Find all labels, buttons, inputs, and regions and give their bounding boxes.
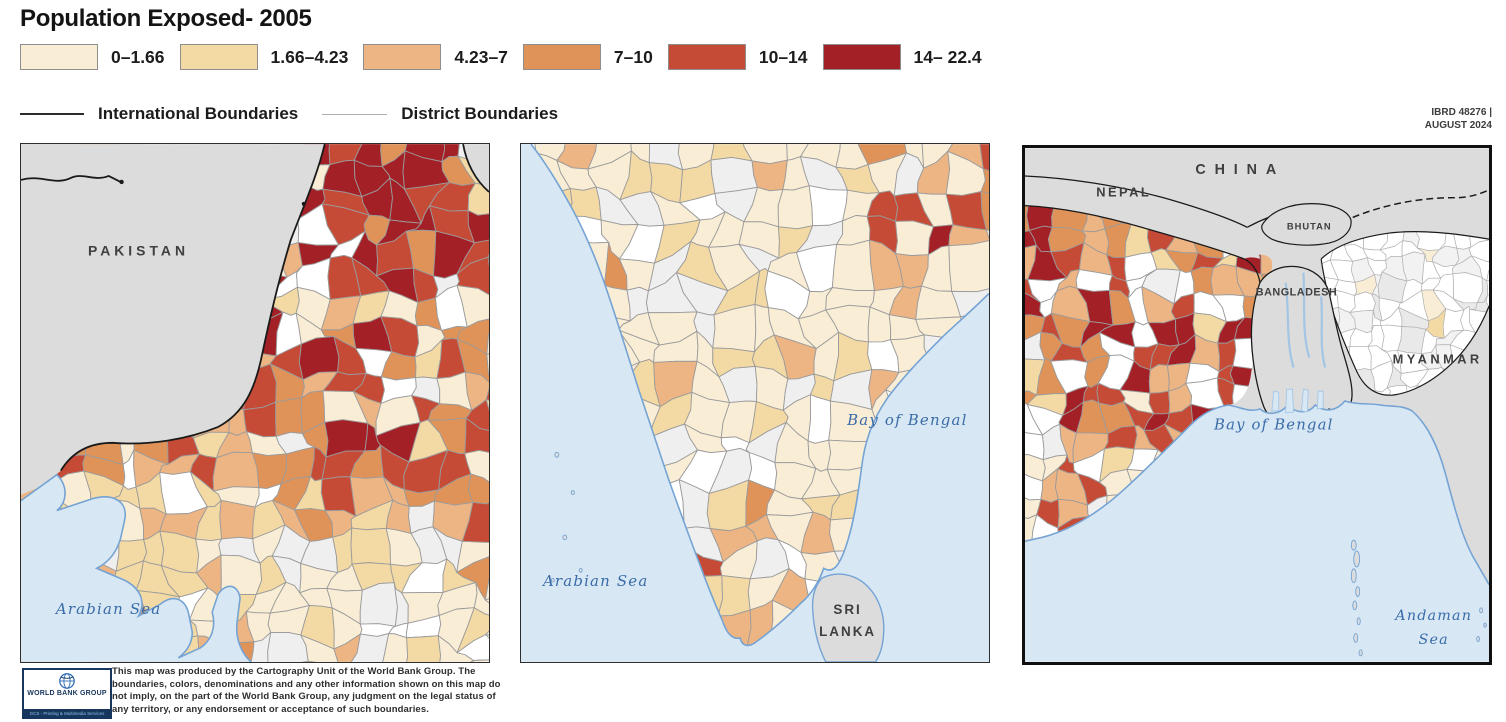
boundary-dot xyxy=(301,201,306,206)
legend-item: 4.23–7 xyxy=(363,44,508,70)
choropleth-legend: 0–1.66 1.66–4.23 4.23–7 7–10 10–14 14– 2… xyxy=(20,44,997,70)
legend-item: 0–1.66 xyxy=(20,44,165,70)
map-panel-south-india: Bay of Bengal Arabian Sea SRI LANKA xyxy=(520,143,990,663)
map-reference: IBRD 48276 | AUGUST 2024 xyxy=(1425,106,1492,132)
sea-label-andaman: Andaman xyxy=(1393,608,1472,624)
international-boundary-line-sample xyxy=(20,113,84,115)
globe-icon xyxy=(59,673,75,689)
afghanistan-boundary-fragment xyxy=(21,175,121,183)
map-reference-date: AUGUST 2024 xyxy=(1424,120,1492,131)
delta-inlet xyxy=(1271,390,1280,412)
sea-label-arabian-sea: Arabian Sea xyxy=(541,572,648,590)
nepal-china-boundary xyxy=(1025,175,1248,228)
lakshadweep-island xyxy=(578,567,583,573)
sea-label-arabian-sea: Arabian Sea xyxy=(54,600,161,618)
country-label-sri: SRI xyxy=(833,602,861,617)
sea-label-bay-of-bengal: Bay of Bengal xyxy=(1213,417,1333,434)
country-label-lanka: LANKA xyxy=(819,624,876,639)
legend-item: 10–14 xyxy=(667,44,808,70)
map-reference-number: IBRD 48276 | xyxy=(1431,107,1492,118)
andaman-island xyxy=(1352,600,1358,611)
worldbank-logo-subtitle: GCS - Printing & Multimedia Services xyxy=(24,709,110,717)
pakistan-india-boundary xyxy=(60,144,326,472)
andaman-island xyxy=(1353,550,1361,568)
international-boundary-label: International Boundaries xyxy=(98,104,299,123)
legend-item: 1.66–4.23 xyxy=(179,44,349,70)
bangladesh-region xyxy=(1250,265,1353,421)
country-label-myanmar: MYANMAR xyxy=(1393,352,1483,367)
myanmar-islet xyxy=(1479,607,1484,614)
delta-inlet xyxy=(1300,388,1309,413)
sri-lanka-region xyxy=(811,573,885,662)
worldbank-logo: WORLD BANK GROUP GCS - Printing & Multim… xyxy=(22,668,112,719)
legend-swatch xyxy=(667,44,746,70)
bhutan-region xyxy=(1261,203,1352,246)
myanmar-islet xyxy=(1476,636,1481,642)
china-corner-region xyxy=(463,144,489,192)
legend-swatch xyxy=(522,44,601,70)
map-panel-northwest-india: PAKISTAN Arabian Sea xyxy=(20,143,490,663)
nepal-region xyxy=(1025,175,1260,259)
sea-label-bay-of-bengal: Bay of Bengal xyxy=(846,411,967,429)
sea-label-andaman-sea: Sea xyxy=(1419,632,1449,648)
delta-inlet xyxy=(1285,388,1294,414)
east-india-map: CHINA NEPAL BHUTAN BANGLADESH MYANMAR Ba… xyxy=(1025,148,1489,662)
lakshadweep-island xyxy=(554,451,560,458)
worldbank-logo-title: WORLD BANK GROUP xyxy=(27,690,107,697)
bangladesh-river xyxy=(1320,296,1327,368)
nepal-india-boundary xyxy=(1025,204,1261,283)
bangladesh-river xyxy=(1284,282,1295,368)
boundary-legend: International Boundaries District Bounda… xyxy=(20,104,558,124)
legend-label: 0–1.66 xyxy=(111,46,165,67)
legend-label: 14– 22.4 xyxy=(913,46,982,67)
lakshadweep-island xyxy=(550,578,555,583)
northwest-india-map: PAKISTAN Arabian Sea xyxy=(21,144,489,662)
legend-swatch xyxy=(179,44,258,70)
district-boundary-label: District Boundaries xyxy=(401,104,559,123)
legend-swatch xyxy=(363,44,442,70)
country-label-bhutan: BHUTAN xyxy=(1287,221,1332,231)
myanmar-islet xyxy=(1483,622,1487,628)
arabian-sea-area xyxy=(21,474,252,662)
district-boundary-line-sample xyxy=(322,113,388,115)
legend-label: 7–10 xyxy=(613,46,653,67)
andaman-island xyxy=(1350,539,1357,551)
pakistan-region xyxy=(21,144,325,495)
west-coastline xyxy=(530,144,757,647)
legend-label: 10–14 xyxy=(758,46,808,67)
map-panel-east-india: CHINA NEPAL BHUTAN BANGLADESH MYANMAR Ba… xyxy=(1022,145,1492,665)
bengal-coastline xyxy=(1025,400,1489,586)
east-coastline xyxy=(755,292,989,643)
andaman-island xyxy=(1350,568,1357,584)
country-label-bangladesh: BANGLADESH xyxy=(1256,286,1337,298)
disclaimer-text: This map was produced by the Cartography… xyxy=(112,666,501,715)
andaman-island xyxy=(1355,586,1361,597)
page-title: Population Exposed- 2005 xyxy=(20,5,312,32)
legend-label: 1.66–4.23 xyxy=(270,46,349,67)
legend-swatch xyxy=(20,44,98,70)
bangladesh-river xyxy=(1302,272,1311,358)
china-boundary-fragment xyxy=(462,144,489,193)
andaman-island xyxy=(1353,633,1359,643)
lakshadweep-island xyxy=(562,534,568,541)
andaman-island xyxy=(1358,649,1363,657)
andaman-island xyxy=(1356,617,1361,626)
country-label-pakistan: PAKISTAN xyxy=(88,243,189,259)
legend-label: 4.23–7 xyxy=(454,46,508,67)
lakshadweep-island xyxy=(570,490,575,496)
delta-inlet xyxy=(1316,390,1324,410)
disputed-boundary-dashed xyxy=(1352,189,1489,219)
country-label-nepal: NEPAL xyxy=(1096,185,1151,200)
legend-swatch xyxy=(822,44,901,70)
gujarat-coastline xyxy=(21,473,252,662)
legend-item: 14– 22.4 xyxy=(822,44,982,70)
south-india-map: Bay of Bengal Arabian Sea SRI LANKA xyxy=(521,144,989,662)
boundary-end-dot xyxy=(119,179,124,185)
bay-of-bengal-area xyxy=(1025,401,1489,662)
country-label-china: CHINA xyxy=(1195,162,1285,178)
legend-item: 7–10 xyxy=(522,44,653,70)
